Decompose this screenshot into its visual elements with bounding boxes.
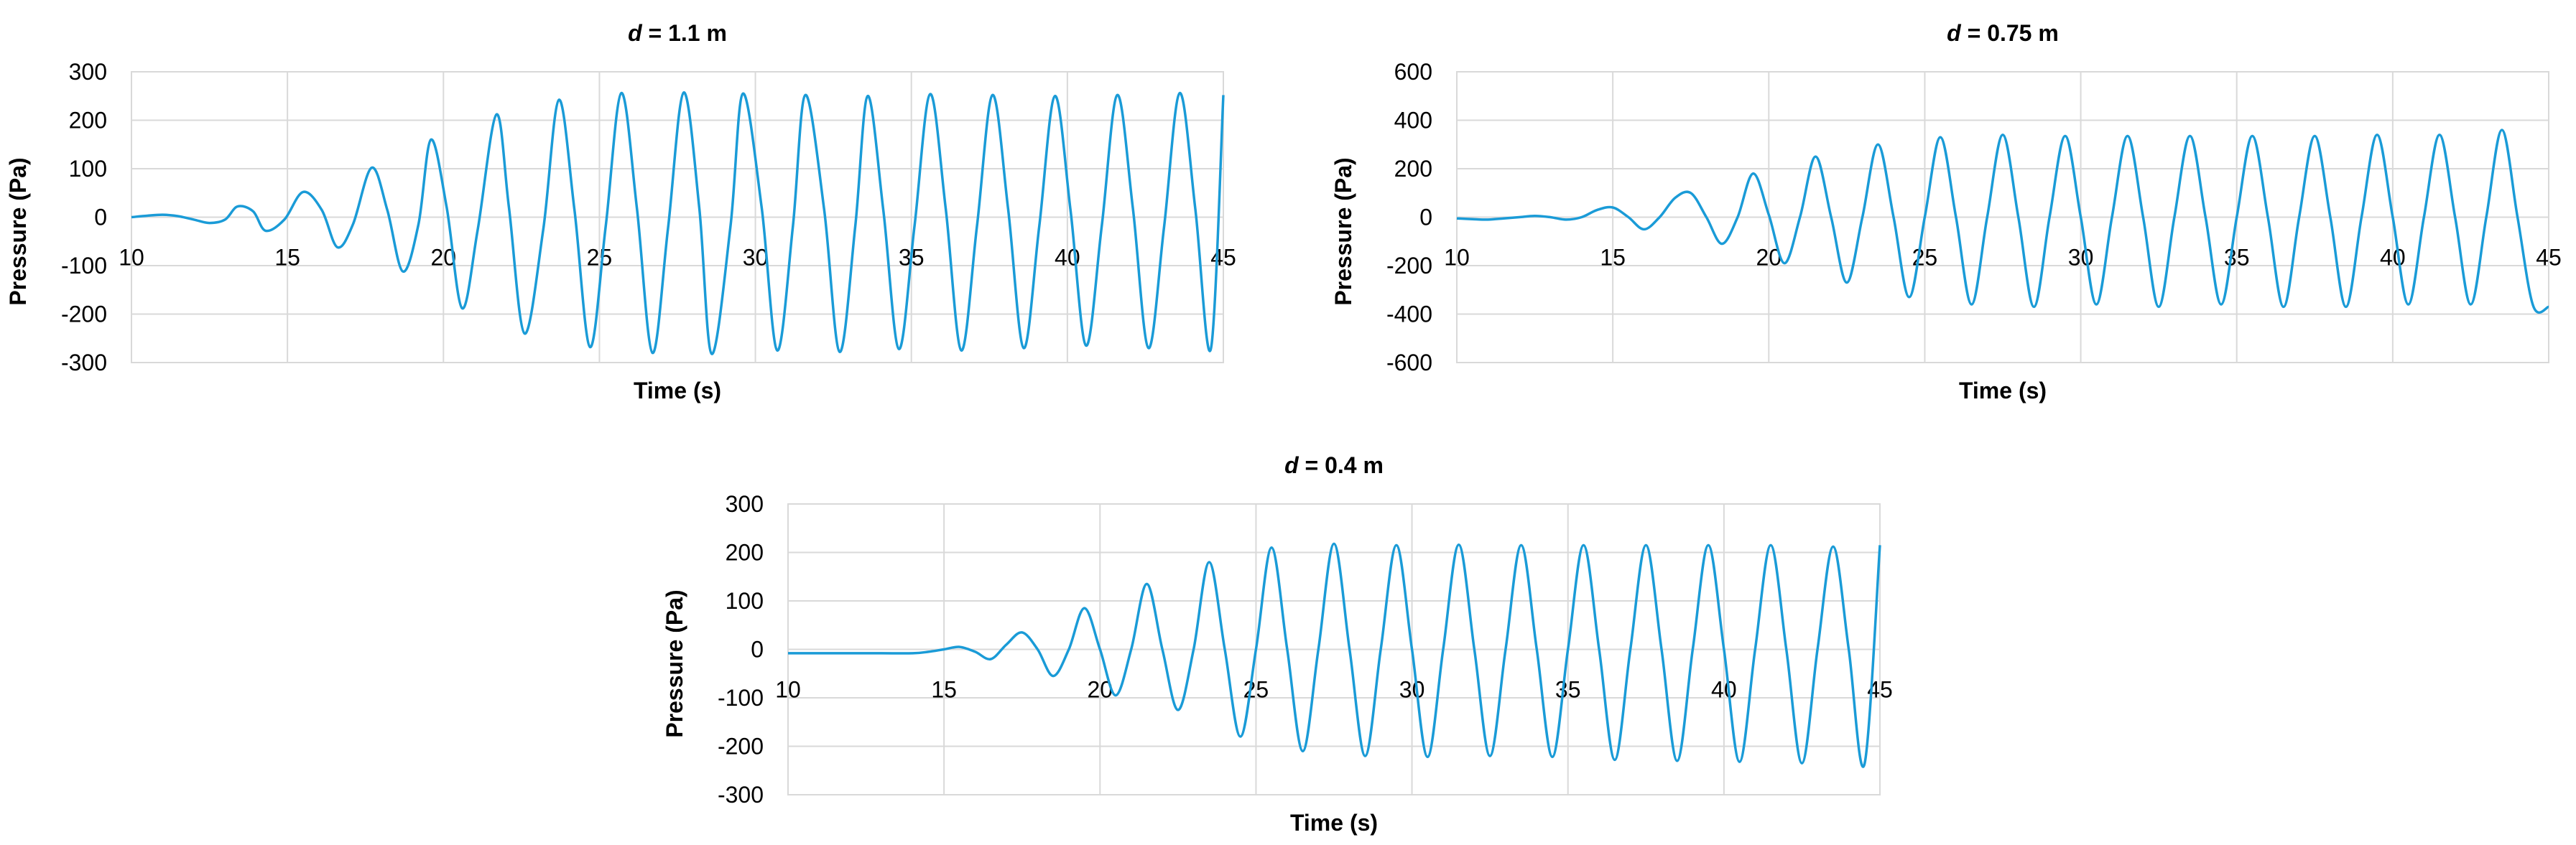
x-axis-label: Time (s)	[1959, 378, 2047, 403]
x-tick-label: 15	[1600, 245, 1626, 271]
y-tick-label: 200	[69, 108, 107, 134]
chart-title-var: d	[1947, 20, 1962, 46]
x-tick-label: 15	[274, 245, 300, 271]
chart-title: d = 0.75 m	[1947, 20, 2059, 46]
y-tick-label: -300	[718, 782, 764, 808]
chart-title: d = 1.1 m	[628, 20, 727, 46]
x-tick-label: 25	[1243, 677, 1269, 703]
x-tick-label: 35	[1555, 677, 1581, 703]
y-tick-label: 0	[94, 205, 107, 230]
plot-area	[1456, 71, 2549, 363]
x-tick-label: 15	[931, 677, 957, 703]
y-tick-label: 200	[726, 540, 764, 566]
x-tick-label: 45	[1210, 245, 1236, 271]
chart-title: d = 0.4 m	[1284, 452, 1384, 478]
y-tick-label: 600	[1394, 59, 1432, 85]
y-tick-label: 100	[726, 588, 764, 614]
x-tick-label: 30	[743, 245, 769, 271]
y-axis-label: Pressure (Pa)	[5, 157, 31, 305]
y-tick-label: 0	[1419, 205, 1432, 230]
chart-title-rest: = 0.4 m	[1299, 452, 1384, 478]
chart-title-rest: = 1.1 m	[642, 20, 727, 46]
x-tick-label: 30	[1399, 677, 1425, 703]
x-tick-label: 10	[119, 245, 144, 271]
x-axis-label: Time (s)	[1290, 810, 1378, 836]
x-tick-label: 40	[1711, 677, 1737, 703]
chart-title-var: d	[628, 20, 643, 46]
chart-title-var: d	[1284, 452, 1299, 478]
y-tick-label: -600	[1386, 350, 1432, 375]
y-tick-label: -200	[718, 734, 764, 760]
y-axis-label: Pressure (Pa)	[662, 589, 687, 737]
x-tick-label: 25	[587, 245, 613, 271]
y-tick-label: 400	[1394, 108, 1432, 134]
pressure-series-line	[131, 91, 1225, 355]
y-axis-label: Pressure (Pa)	[1330, 157, 1356, 305]
y-tick-label: -300	[61, 350, 107, 375]
y-tick-label: 300	[726, 491, 764, 517]
y-tick-label: 100	[69, 156, 107, 182]
y-tick-label: -400	[1386, 302, 1432, 327]
y-tick-label: -100	[61, 253, 107, 279]
y-tick-label: 0	[751, 637, 764, 663]
plot-area	[787, 503, 1881, 795]
x-tick-label: 35	[2224, 245, 2250, 271]
y-tick-label: 300	[69, 59, 107, 85]
pressure-series-line	[1456, 129, 2549, 314]
x-tick-label: 40	[2380, 245, 2406, 271]
y-tick-label: -100	[718, 685, 764, 711]
pressure-series-line	[787, 542, 1881, 768]
y-tick-label: -200	[61, 302, 107, 327]
chart-title-rest: = 0.75 m	[1961, 20, 2059, 46]
y-tick-label: 200	[1394, 156, 1432, 182]
x-axis-label: Time (s)	[634, 378, 721, 403]
x-tick-label: 10	[1444, 245, 1470, 271]
x-tick-label: 10	[775, 677, 801, 703]
x-tick-label: 30	[2068, 245, 2094, 271]
x-tick-label: 45	[2536, 245, 2562, 271]
y-tick-label: -200	[1386, 253, 1432, 279]
